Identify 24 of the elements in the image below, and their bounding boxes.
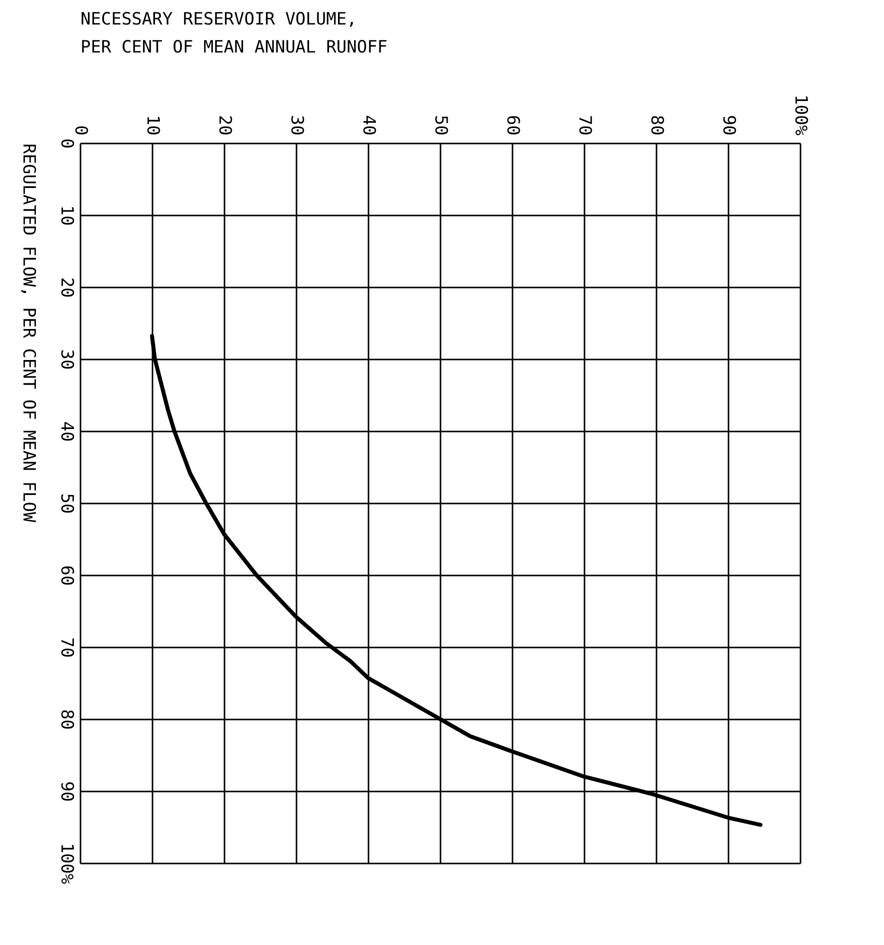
x-tick-label: 80 [646,115,666,136]
y-tick-label: 60 [56,565,76,586]
x-tick-label: 0 [70,125,90,136]
x-tick-label: 90 [718,115,738,136]
x-tick-label: 60 [502,115,522,136]
x-axis-title: NECESSARY RESERVOIR VOLUME, PER CENT OF MEAN ANNUAL RUNOFF [80,10,388,58]
y-tick-label: 20 [56,277,76,298]
x-tick-label: 50 [430,115,450,136]
y-tick-label: 90 [56,781,76,802]
x-tick-label: 100% [790,94,810,136]
y-tick-label: 40 [56,421,76,442]
y-tick-label: 70 [56,637,76,658]
y-tick-label: 0 [56,138,76,149]
x-tick-label: 10 [142,115,162,136]
y-axis-title: REGULATED FLOW, PER CENT OF MEAN FLOW [18,144,38,523]
x-tick-label: 30 [286,115,306,136]
x-tick-label: 40 [358,115,378,136]
y-tick-label: 80 [56,709,76,730]
y-tick-label: 10 [56,205,76,226]
x-tick-label: 20 [214,115,234,136]
x-tick-label: 70 [574,115,594,136]
y-tick-label: 50 [56,493,76,514]
y-tick-label: 30 [56,349,76,370]
y-tick-label: 100% [56,843,76,884]
